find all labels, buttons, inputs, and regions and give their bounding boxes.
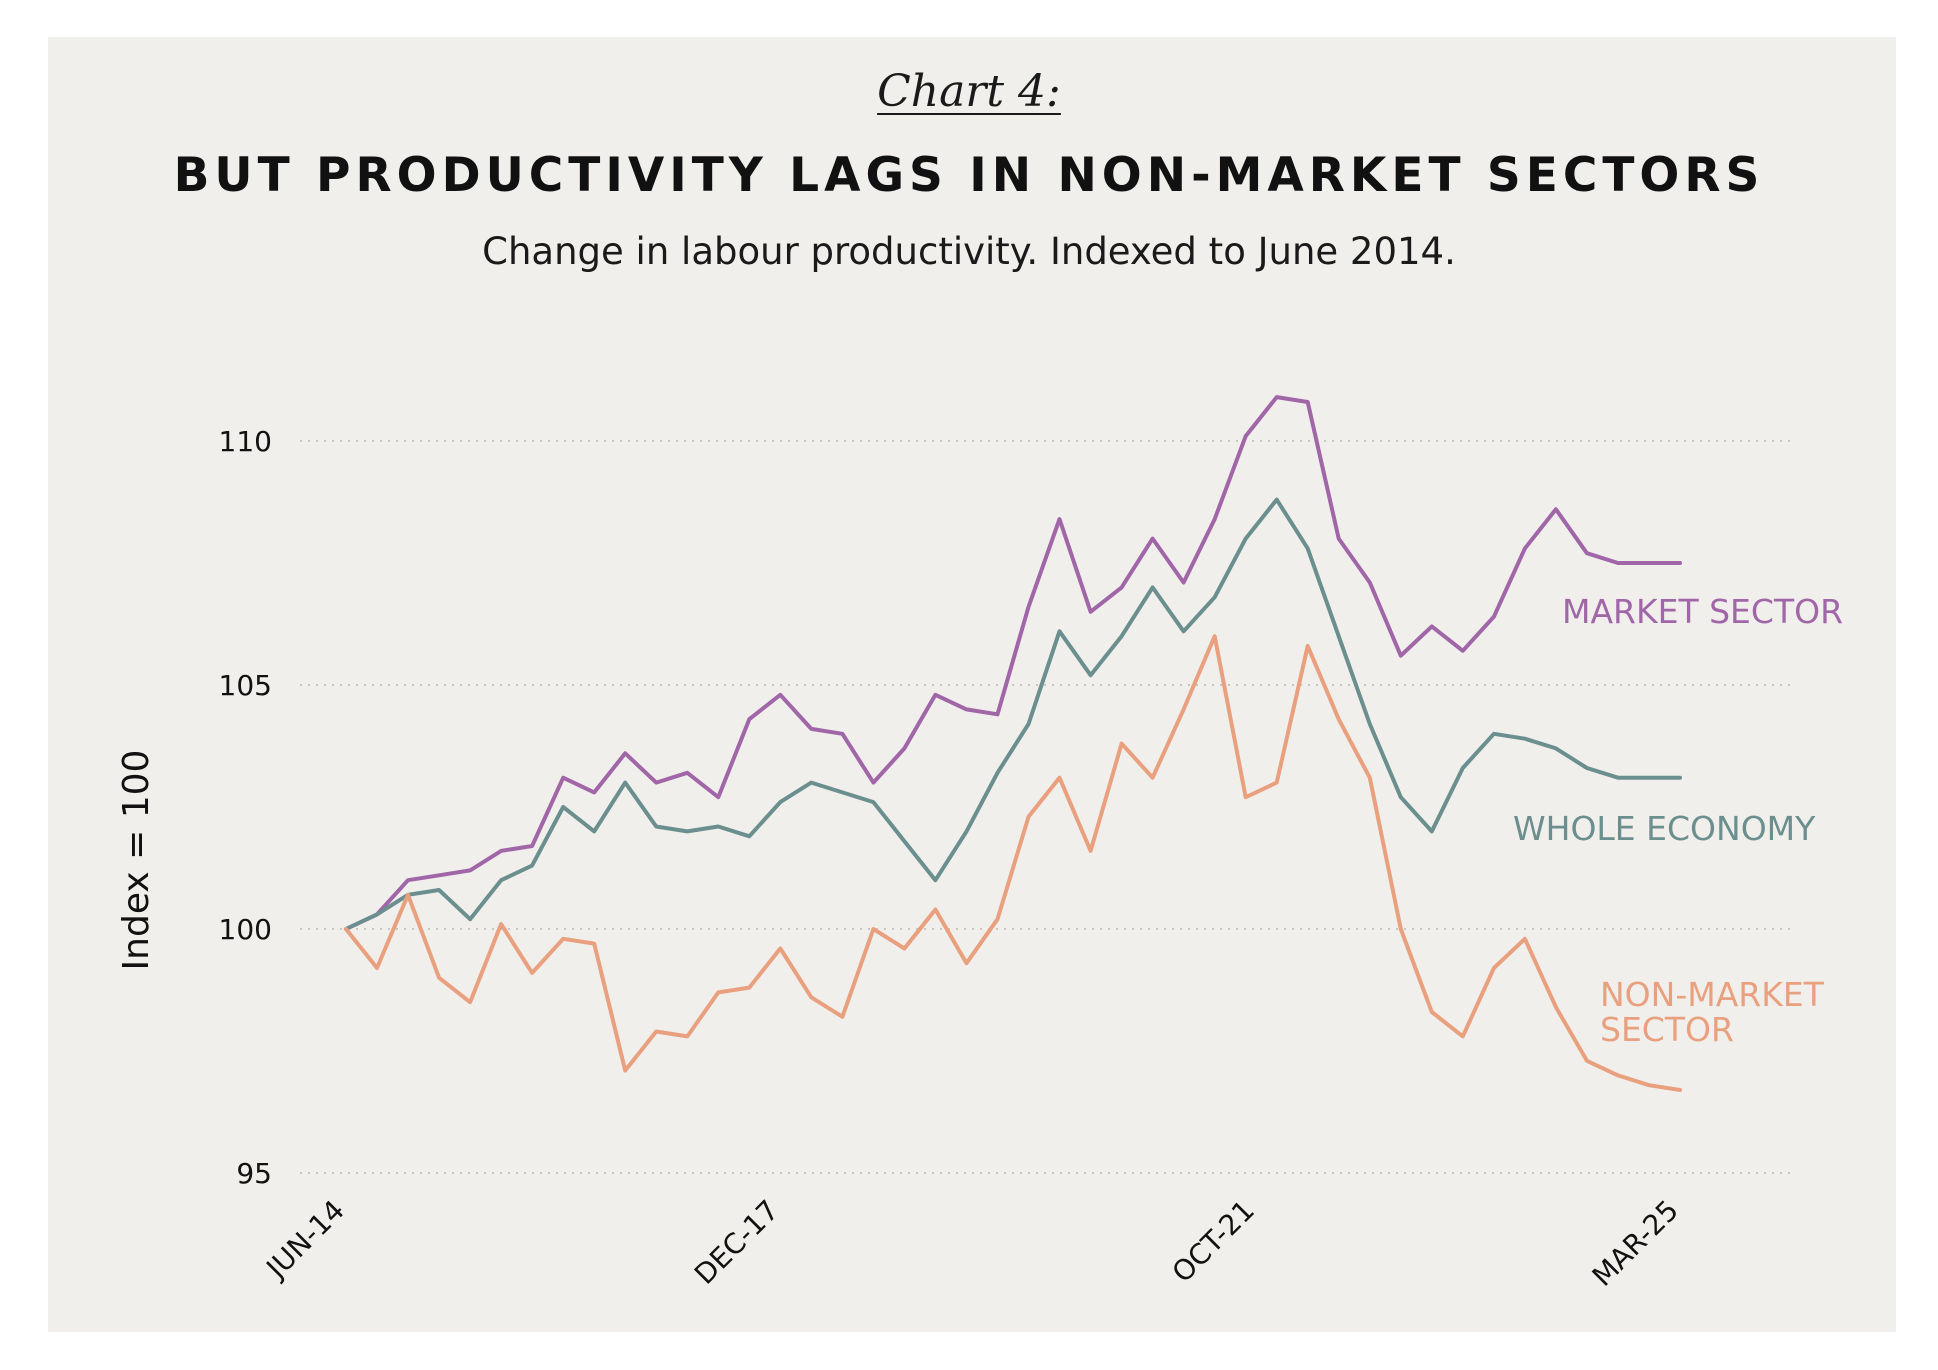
chart-number-label: Chart 4:	[877, 66, 1061, 117]
x-tick-label: JUN-14	[259, 1194, 351, 1286]
series-label: SECTOR	[1600, 1010, 1734, 1049]
y-tick-label: 100	[219, 913, 272, 946]
chart-title: BUT PRODUCTIVITY LAGS IN NON-MARKET SECT…	[173, 148, 1765, 203]
x-tick-label: OCT-21	[1166, 1194, 1261, 1289]
x-axis-ticks: JUN-14 DEC-17 OCT-21 MAR-25	[259, 1194, 1685, 1293]
y-tick-label: 110	[219, 425, 272, 458]
x-tick-label: DEC-17	[688, 1194, 785, 1291]
series-line-1	[344, 497, 1682, 931]
x-tick-label: MAR-25	[1586, 1194, 1685, 1293]
series-line-2	[344, 634, 1682, 1092]
gridlines	[300, 440, 1790, 1174]
series-lines	[344, 395, 1682, 1092]
series-line-0	[344, 395, 1682, 931]
series-label: WHOLE ECONOMY	[1513, 809, 1816, 848]
y-tick-label: 105	[219, 669, 272, 702]
y-axis-label: Index = 100	[116, 750, 157, 971]
chart-subtitle: Change in labour productivity. Indexed t…	[482, 230, 1456, 273]
y-tick-label: 95	[236, 1157, 272, 1190]
y-axis-ticks: 95 100 105 110	[219, 425, 272, 1190]
series-labels: MARKET SECTOR WHOLE ECONOMY NON-MARKETSECT…	[1513, 592, 1843, 1049]
series-label: NON-MARKET	[1600, 975, 1825, 1014]
series-label: MARKET SECTOR	[1562, 592, 1843, 631]
